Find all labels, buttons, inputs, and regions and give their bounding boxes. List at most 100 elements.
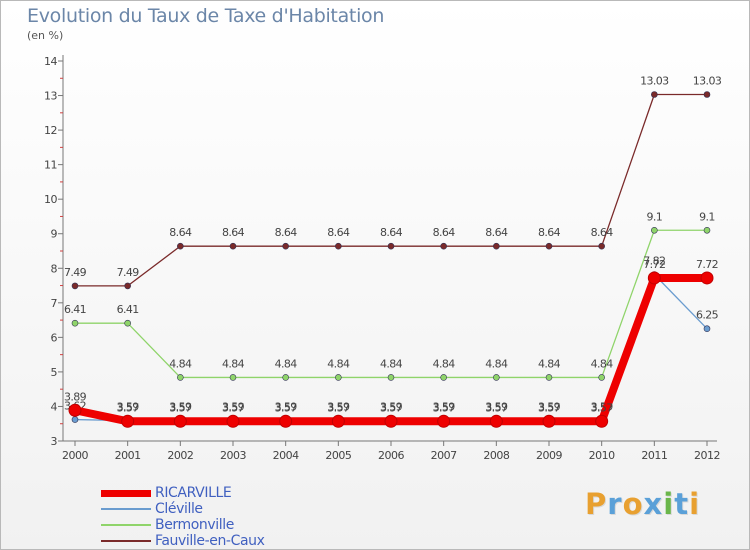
y-tick-label: 5: [51, 366, 58, 379]
x-tick-label: 2009: [536, 449, 562, 462]
data-label: 8.64: [380, 226, 403, 239]
data-label: 8.64: [538, 226, 561, 239]
data-point: [384, 414, 398, 428]
data-point: [545, 374, 553, 381]
data-label: 3.57: [169, 401, 192, 414]
x-tick-label: 2012: [694, 449, 720, 462]
series-fauville-en-caux: 7.49 7.49 8.64 8.64 8.64 8.64 8.64 8.64 8.64 8.64…: [64, 75, 722, 290]
y-tick-label: 3: [51, 435, 58, 448]
data-label: 4.84: [433, 357, 456, 370]
x-tick-label: 2000: [62, 449, 88, 462]
data-label: 3.57: [117, 401, 140, 414]
data-point: [545, 242, 553, 250]
data-point: [335, 242, 342, 250]
data-label: 3.57: [275, 401, 298, 414]
series-line: [75, 229, 707, 379]
x-tick-label: 2008: [483, 449, 509, 462]
data-label: 3.57: [380, 401, 403, 414]
series-ricarville: 3.89 3.57 3.57 3.57 3.57 3.57 3.57 3.57 3.57 3.57…: [64, 258, 719, 428]
x-tick-label: 2001: [115, 449, 141, 462]
data-label: 8.64: [275, 226, 298, 239]
data-label: 4.84: [380, 357, 403, 370]
data-label: 3.59: [117, 401, 140, 414]
legend-label: Cléville: [155, 501, 203, 517]
data-label: 3.59: [327, 401, 350, 414]
data-label: 4.84: [591, 357, 614, 370]
legend-label: RICARVILLE: [155, 485, 232, 501]
data-point: [71, 416, 79, 423]
data-point: [279, 414, 293, 428]
data-point: [68, 403, 82, 417]
series-cl-ville: 3.623.593.593.593.593.593.593.593.593.59…: [64, 254, 719, 424]
logo-letter: P: [585, 487, 608, 521]
data-point: [177, 242, 184, 250]
y-tick-label: 4: [51, 400, 58, 413]
data-point: [598, 374, 605, 381]
data-label: 4.84: [485, 357, 508, 370]
data-point: [651, 91, 658, 98]
data-label: 8.64: [591, 226, 614, 239]
x-tick-label: 2003: [220, 449, 246, 462]
data-point: [229, 374, 237, 381]
data-label: 8.64: [433, 226, 456, 239]
x-tick-label: 2011: [641, 449, 667, 462]
data-point: [595, 414, 609, 428]
data-point: [703, 325, 711, 333]
data-label: 6.41: [117, 303, 139, 316]
y-tick-label: 6: [51, 331, 58, 344]
data-point: [542, 414, 556, 428]
data-label: 8.64: [327, 226, 350, 239]
data-label: 3.59: [433, 401, 456, 414]
data-label: 9.1: [646, 210, 662, 223]
data-point: [387, 374, 395, 381]
logo-letter: o: [622, 487, 644, 521]
data-point: [177, 374, 184, 381]
data-point: [226, 414, 240, 428]
legend-swatch: [101, 490, 151, 497]
logo-letter: r: [607, 487, 623, 521]
data-point: [121, 414, 135, 428]
x-tick-label: 2006: [378, 449, 404, 462]
chart-title: Evolution du Taux de Taxe d'Habitation: [27, 5, 385, 27]
logo-letter: i: [663, 487, 675, 521]
data-point: [493, 242, 500, 250]
logo-letter: i: [689, 487, 701, 521]
y-tick-label: 13: [44, 90, 57, 103]
y-tick-label: 12: [44, 124, 57, 137]
data-label: 7.82: [643, 254, 665, 267]
x-tick-label: 2010: [589, 449, 615, 462]
data-label: 6.25: [696, 309, 719, 322]
chart-subtitle: (en %): [27, 29, 64, 42]
data-point: [335, 374, 342, 381]
data-label: 7.49: [64, 266, 87, 279]
data-point: [598, 242, 605, 250]
data-label: 3.59: [538, 401, 561, 414]
data-point: [282, 242, 289, 250]
data-label: 8.64: [222, 226, 245, 239]
data-point: [387, 242, 395, 250]
data-label: 4.84: [275, 357, 298, 370]
data-label: 13.03: [693, 75, 722, 88]
data-label: 3.59: [222, 401, 245, 414]
data-label: 3.57: [538, 401, 561, 414]
y-tick-label: 9: [51, 228, 58, 241]
y-tick-label: 8: [51, 262, 58, 275]
data-label: 7.72: [696, 258, 718, 271]
data-label: 3.57: [433, 401, 456, 414]
x-tick-label: 2007: [431, 449, 457, 462]
data-point: [229, 242, 237, 250]
data-label: 4.84: [538, 357, 561, 370]
data-label: 8.64: [169, 226, 192, 239]
data-label: 3.59: [485, 401, 508, 414]
data-point: [282, 374, 289, 381]
series-bermonville: 6.41 6.41 4.84 4.84 4.84 4.84 4.84 4.84 4.84 4.84…: [64, 210, 715, 381]
data-point: [647, 271, 661, 285]
data-label: 4.84: [222, 357, 245, 370]
data-point: [124, 282, 131, 290]
data-point: [651, 226, 658, 234]
data-label: 7.72: [643, 258, 665, 271]
data-label: 4.84: [169, 357, 192, 370]
logo-letter: x: [643, 487, 664, 521]
